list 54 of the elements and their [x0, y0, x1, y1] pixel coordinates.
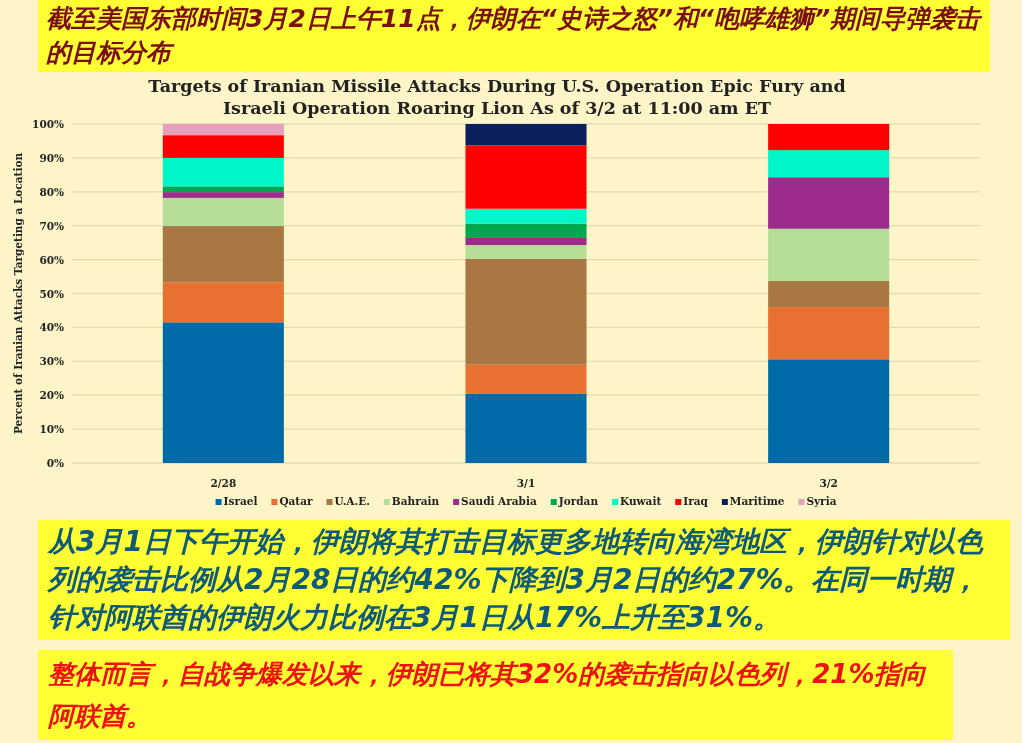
legend-label: Kuwait	[620, 495, 662, 507]
bar	[465, 258, 587, 365]
y-tick-label: 100%	[32, 118, 65, 130]
bar	[465, 245, 587, 259]
bar	[768, 280, 890, 308]
bar	[768, 124, 890, 151]
y-tick-label: 50%	[39, 287, 65, 300]
y-tick-label: 40%	[39, 321, 65, 334]
legend-label: Iraq	[683, 495, 709, 507]
bar	[768, 228, 890, 281]
x-tick-label: 3/1	[516, 477, 536, 489]
bar	[162, 186, 284, 193]
chart-title: 截至美国东部时间3月2日上午11点，伊朗在“史诗之怒”和“咆哮雄狮”期间导弹袭击的目标分布	[38, 0, 990, 72]
legend-label: U.A.E.	[334, 495, 370, 507]
bar	[465, 393, 587, 463]
legend-label: Saudi Arabia	[461, 495, 537, 507]
text: 从3月1日下午开始，伊朗将其打击目标更多地转向海湾地区，伊朗针对以色列的袭击比例从2月28日的约42%下降到3月2日的约27%。在同一时期，针对阿联酋的伊朗火力比例在3月1日从17%上升至31%。	[38, 520, 1010, 640]
bar	[465, 145, 587, 209]
bar	[465, 237, 587, 246]
legend-label: Maritime	[729, 495, 785, 507]
y-tick-label: 90%	[39, 151, 65, 164]
bar	[162, 226, 284, 283]
bar	[768, 359, 890, 463]
bar	[465, 124, 587, 146]
legend-label: Jordan	[557, 495, 599, 507]
text: 整体而言，自战争爆发以来，伊朗已将其32%的袭击指向以色列，21%指向阿联酋。	[38, 650, 953, 740]
bar	[465, 223, 587, 238]
x-tick-label: 3/2	[819, 477, 838, 489]
legend-label: Bahrain	[391, 495, 440, 507]
legend-label: Israel	[223, 495, 258, 507]
y-tick-label: 0%	[46, 457, 65, 469]
bar	[768, 150, 890, 178]
legend-label: Syria	[806, 495, 837, 507]
y-tick-label: 80%	[39, 185, 65, 198]
x-tick-label: 2/28	[210, 477, 237, 489]
bar	[162, 322, 284, 463]
legend-label: Qatar	[279, 495, 313, 508]
bar	[162, 192, 284, 198]
bar	[465, 364, 587, 394]
bar	[768, 177, 890, 229]
bar	[162, 135, 284, 158]
y-tick-label: 70%	[39, 219, 65, 232]
y-tick-label: 20%	[39, 389, 65, 402]
y-axis-title: Percent of Iranian Attacks Targeting a Location	[12, 152, 24, 435]
bar	[162, 197, 284, 227]
bar	[162, 157, 284, 187]
bar	[162, 282, 284, 323]
y-tick-label: 30%	[39, 355, 65, 368]
bar	[768, 307, 890, 360]
bar	[465, 208, 587, 224]
chart-subtitle: Targets of Iranian Missile Attacks During U.S. Operation Epic Fury and Israeli Operation Roaring Lion As of 3/2 at 11:00 am ET	[148, 76, 846, 118]
y-tick-label: 10%	[39, 423, 65, 436]
bar	[162, 124, 284, 136]
y-tick-label: 60%	[39, 253, 65, 266]
